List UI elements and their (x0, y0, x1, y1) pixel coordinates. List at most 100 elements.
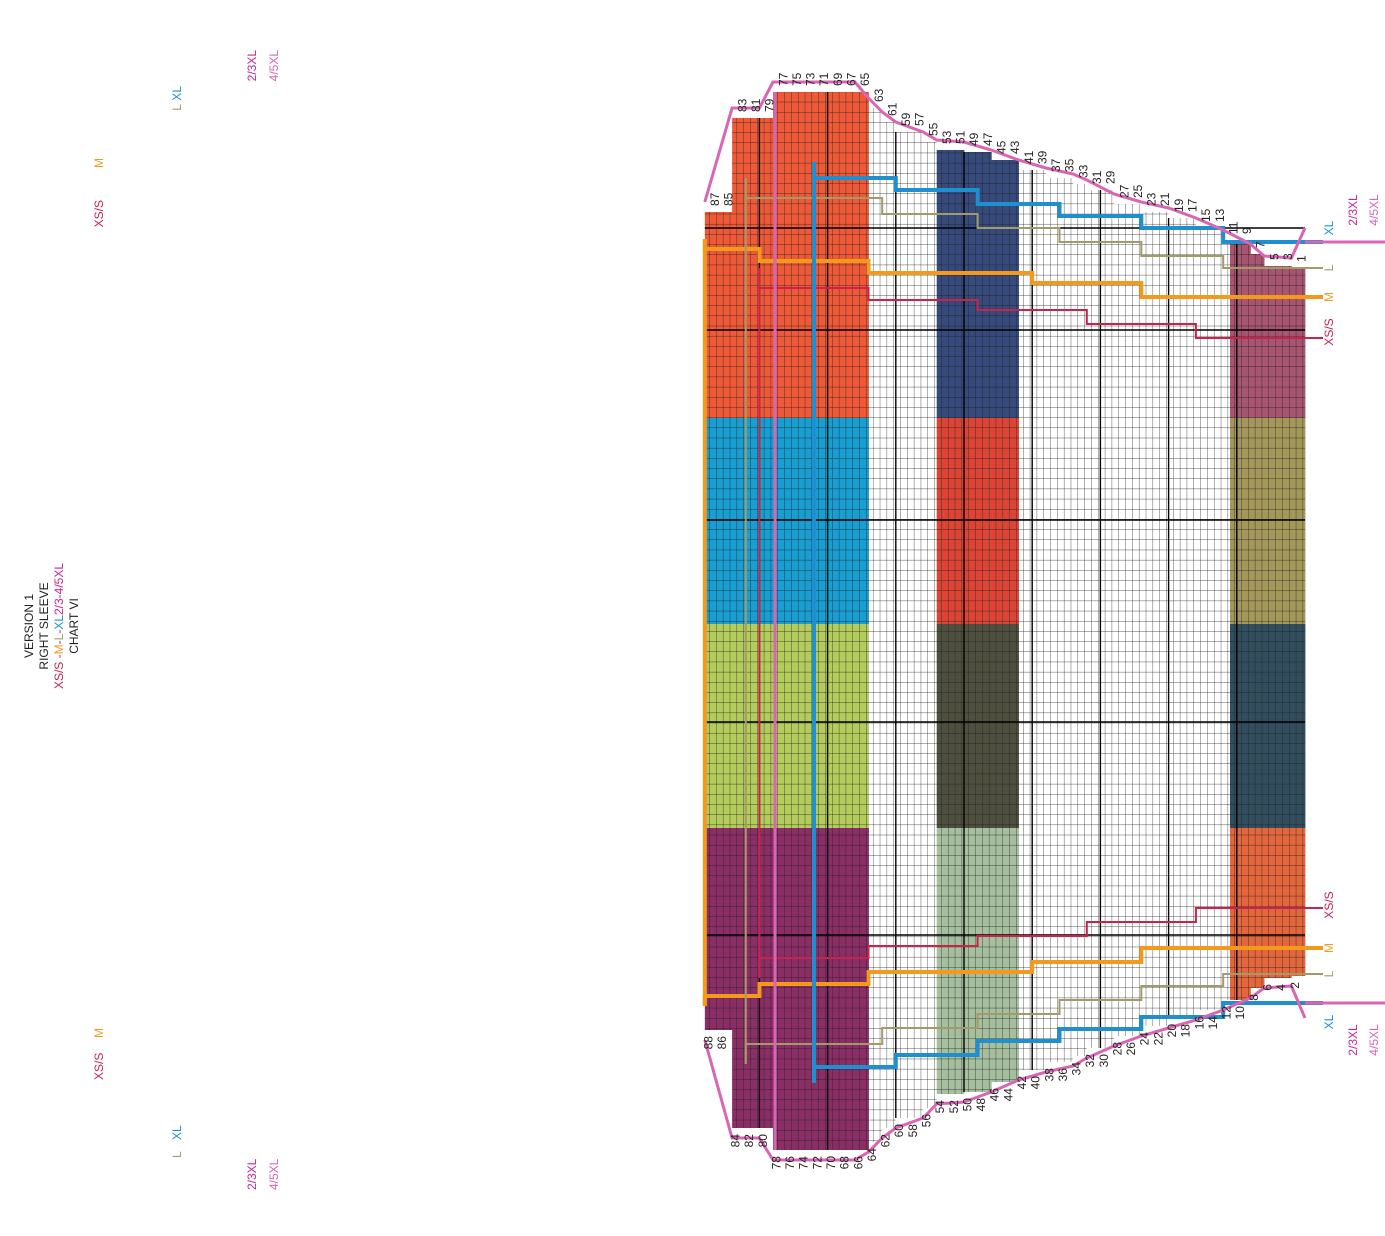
row-number-even: 34 (1070, 1062, 1084, 1076)
grid-row (1229, 240, 1237, 1000)
row-number-odd: 43 (1008, 140, 1022, 154)
size-label-xs-s: XS/S (1322, 891, 1336, 918)
row-number-even: 52 (947, 1100, 961, 1114)
grid-row (943, 150, 951, 1094)
size-label-xl: XL (170, 1125, 184, 1140)
grid-row (977, 152, 985, 1092)
row-number-odd: 45 (995, 140, 1009, 154)
row-number-even: 22 (1151, 1032, 1165, 1046)
size-label-2-3xl: 2/3XL (245, 1158, 259, 1190)
grid-row (1189, 218, 1196, 1018)
grid-row (1025, 170, 1033, 1070)
row-number-odd: 29 (1104, 170, 1118, 184)
row-number-even: 18 (1179, 1024, 1193, 1038)
row-number-odd: 11 (1226, 221, 1240, 234)
size-label-xl: XL (170, 86, 184, 101)
row-number-even: 64 (865, 1148, 879, 1162)
row-number-even: 38 (1042, 1068, 1056, 1082)
stitch-grid (704, 92, 1305, 1150)
grid-row (738, 118, 746, 1128)
grid-row (1175, 218, 1183, 1018)
row-number-odd: 15 (1199, 208, 1213, 222)
size-label-4-5xl: 4/5XL (267, 50, 281, 82)
grid-row (1223, 240, 1230, 1000)
row-number-even: 40 (1029, 1076, 1043, 1090)
grid-row (1236, 240, 1244, 1000)
grid-row (1011, 160, 1019, 1082)
size-outline-xxl (703, 80, 1307, 260)
row-number-odd: 47 (981, 132, 995, 146)
size-label-m: M (1322, 943, 1336, 953)
grid-row (1298, 268, 1305, 976)
row-number-even: 4 (1274, 984, 1288, 991)
grid-row (1141, 212, 1149, 1026)
row-number-even: 24 (1138, 1032, 1152, 1046)
size-outline-xl (812, 1001, 1323, 1083)
row-number-odd: 87 (708, 192, 722, 206)
grid-row (991, 160, 999, 1082)
row-number-even: 44 (1001, 1088, 1015, 1102)
row-number-odd: 65 (858, 72, 872, 86)
row-number-even: 88 (701, 1036, 715, 1050)
row-number-odd: 5 (1267, 253, 1281, 260)
row-number-even: 26 (1124, 1042, 1138, 1056)
chart-header: VERSION 1 RIGHT SLEEVE XS/S -M-L-XL2/3-4… (22, 563, 81, 689)
size-outlines (702, 80, 1385, 1162)
row-number-even: 62 (879, 1134, 893, 1148)
row-number-even: 16 (1192, 1016, 1206, 1030)
grid-row (827, 92, 835, 1150)
row-number-even: 58 (906, 1124, 920, 1138)
grid-row (916, 132, 924, 1118)
grid-row (732, 118, 739, 1128)
row-number-odd: 3 (1281, 253, 1295, 260)
row-number-odd: 23 (1145, 192, 1159, 206)
grid-row (1120, 204, 1128, 1036)
row-number-even: 20 (1165, 1024, 1179, 1038)
row-number-even: 50 (960, 1098, 974, 1112)
grid-row (1114, 204, 1121, 1036)
grid-row (875, 108, 883, 1142)
row-number-odd: 35 (1063, 158, 1077, 172)
grid-row (1284, 266, 1292, 978)
grid-row (1045, 178, 1053, 1062)
grid-row (950, 150, 958, 1094)
grid-row (854, 92, 862, 1150)
size-outline-xs_s (758, 268, 1323, 339)
row-number-even: 70 (824, 1156, 838, 1170)
size-outline-xs_s (758, 907, 1323, 978)
grid-row (1100, 190, 1108, 1048)
row-number-even: 86 (715, 1036, 729, 1050)
row-number-odd: 61 (885, 102, 899, 116)
size-label-m: M (1322, 292, 1336, 302)
grid-row (848, 92, 855, 1150)
grid-row (820, 92, 828, 1150)
row-number-odd: 25 (1131, 184, 1145, 198)
row-number-odd: 63 (872, 88, 886, 102)
row-number-even: 66 (851, 1156, 865, 1170)
grid-row (970, 152, 978, 1092)
row-number-even: 30 (1097, 1054, 1111, 1068)
row-number-odd: 21 (1158, 192, 1172, 206)
row-number-odd: 55 (926, 122, 940, 136)
row-number-even: 6 (1261, 984, 1275, 991)
grid-row (882, 122, 889, 1128)
size-label-2-3xl: 2/3XL (1346, 1024, 1360, 1056)
grid-row (923, 142, 930, 1108)
row-number-odd: 17 (1186, 198, 1200, 212)
size-label-l: L (1322, 264, 1336, 271)
grid-row (984, 152, 992, 1092)
size-outline-xl (812, 162, 1323, 244)
grid-row (752, 118, 760, 1128)
grid-row (1154, 212, 1162, 1026)
grid-row (1202, 228, 1210, 1010)
row-number-even: 10 (1233, 1006, 1247, 1020)
row-number-odd: 39 (1035, 150, 1049, 164)
row-number-even: 74 (797, 1156, 811, 1170)
row-number-odd: 9 (1240, 227, 1254, 234)
grid-row (929, 142, 937, 1108)
size-label-4-5xl: 4/5XL (1367, 194, 1381, 226)
grid-row (957, 150, 964, 1094)
grid-row (800, 92, 808, 1150)
size-outline-l (744, 973, 1323, 1064)
row-number-even: 36 (1056, 1068, 1070, 1082)
